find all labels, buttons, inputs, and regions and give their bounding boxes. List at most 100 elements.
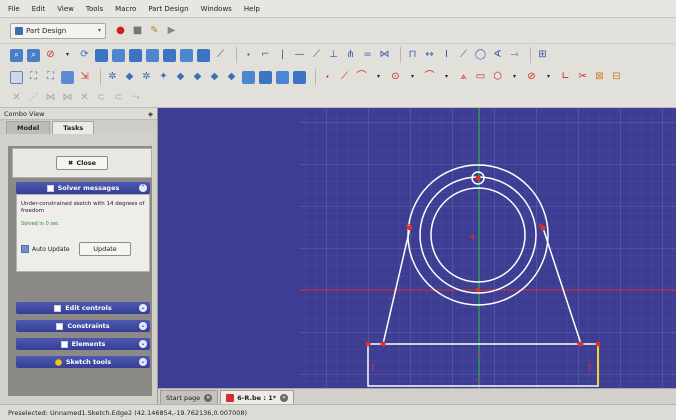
lock-icon[interactable]: ⊓ [408, 49, 417, 60]
equal-icon[interactable]: = [363, 49, 372, 60]
elements-header[interactable]: Elements ⌄ [16, 338, 150, 350]
macro-stop-icon[interactable]: ■ [132, 24, 143, 36]
polar-pattern-icon[interactable]: ◆ [210, 71, 219, 82]
constraint-point[interactable] [595, 341, 601, 347]
sketch-canvas[interactable] [158, 108, 676, 388]
distance-icon[interactable]: ⟋ [460, 49, 467, 60]
point-icon[interactable]: • [246, 50, 251, 59]
view-front-icon[interactable] [112, 48, 125, 62]
chevron-down-icon[interactable]: ▾ [376, 73, 380, 80]
macro-run-icon[interactable]: ▶ [167, 24, 176, 36]
body-icon[interactable] [259, 70, 272, 84]
edit-controls-header[interactable]: Edit controls ⌄ [16, 302, 150, 314]
chevron-down-icon[interactable]: ▾ [65, 51, 69, 58]
expand-icon[interactable]: ⌄ [139, 304, 147, 312]
boolean-icon[interactable] [242, 70, 255, 84]
chevron-down-icon[interactable]: ▾ [546, 73, 550, 80]
expand-icon[interactable]: ⌄ [139, 322, 147, 330]
view-left-icon[interactable] [197, 48, 210, 62]
horizontal-distance-icon[interactable]: ↔ [425, 49, 434, 60]
linear-pattern-icon[interactable]: ◆ [193, 71, 202, 82]
tab-tasks[interactable]: Tasks [52, 121, 95, 134]
carbon-copy-icon[interactable]: ⊟ [612, 71, 621, 82]
polygon-icon[interactable]: ⬡ [493, 71, 502, 82]
chevron-down-icon[interactable]: ▾ [512, 73, 516, 80]
workbench-selector[interactable]: Part Design ▾ [10, 22, 106, 39]
constrain-horizontal-icon[interactable]: ⋈ [62, 91, 73, 103]
polyline-icon[interactable]: ⟑ [460, 71, 467, 82]
vertical-line-icon[interactable]: | [280, 49, 285, 60]
menu-macro[interactable]: Macro [115, 4, 137, 13]
slot-icon[interactable]: ⊘ [527, 71, 536, 82]
line-icon[interactable]: ⟋ [341, 71, 348, 82]
revolve-icon[interactable] [61, 70, 74, 84]
tangent-icon[interactable]: ⋔ [346, 49, 355, 60]
polyline-icon[interactable]: ⌐ [261, 49, 270, 60]
close-tab-icon[interactable]: ✕ [204, 393, 213, 402]
pad-icon[interactable]: ⛶ [30, 71, 37, 82]
menu-view[interactable]: View [57, 4, 74, 13]
solver-messages-header[interactable]: Solver messages ⌃ [16, 182, 150, 194]
menu-part-design[interactable]: Part Design [148, 4, 189, 13]
trim-icon[interactable]: ✂ [578, 71, 587, 82]
chevron-down-icon[interactable]: ▾ [410, 73, 414, 80]
datum-plane-icon[interactable] [276, 70, 289, 84]
circle-icon[interactable]: ⊙ [391, 71, 400, 82]
point-icon[interactable]: • [325, 72, 330, 81]
mirror-icon[interactable]: ◆ [176, 71, 185, 82]
snell-icon[interactable]: ⤙ [510, 49, 519, 60]
draft-icon[interactable]: ✲ [142, 71, 151, 82]
horizontal-line-icon[interactable]: — [294, 49, 305, 60]
datum-line-icon[interactable] [293, 70, 306, 84]
constrain-vertical-icon[interactable]: ⋈ [45, 91, 56, 103]
constrain-tangent-icon[interactable]: ⊂ [114, 91, 123, 103]
symmetric-icon[interactable]: ⋈ [379, 49, 390, 60]
draw-style-icon[interactable]: ⊘ [46, 49, 55, 60]
view-rear-icon[interactable] [163, 48, 176, 62]
tab-document[interactable]: 6-R.be : 1* ✕ [220, 390, 295, 404]
constrain-coincident-icon[interactable]: ✕ [12, 91, 21, 103]
constraint-point[interactable] [476, 288, 480, 292]
fillet-icon[interactable]: ✲ [108, 71, 117, 82]
sketch-icon[interactable] [10, 70, 23, 84]
zoom-fit-icon[interactable]: ⌕ [10, 48, 23, 62]
macro-edit-icon[interactable]: ✎ [150, 24, 159, 36]
auto-update-checkbox[interactable]: Auto Update [21, 245, 70, 253]
multi-transform-icon[interactable]: ◆ [227, 71, 236, 82]
close-tab-icon[interactable]: ✕ [280, 393, 289, 402]
float-icon[interactable]: ◈ [148, 110, 153, 118]
perpendicular-icon[interactable]: ⊥ [329, 49, 338, 60]
macro-record-icon[interactable]: ● [116, 24, 125, 36]
view-bottom-icon[interactable] [180, 48, 193, 62]
constraint-point[interactable] [578, 341, 584, 347]
menu-windows[interactable]: Windows [200, 4, 232, 13]
view-right-icon[interactable] [146, 48, 159, 62]
constrain-perpendicular-icon[interactable]: ⊂ [97, 91, 106, 103]
constraint-point[interactable] [475, 175, 481, 181]
constrain-point-on-object-icon[interactable]: ⋰ [28, 91, 39, 103]
menu-edit[interactable]: Edit [31, 4, 46, 13]
arc-icon[interactable]: ⌒ [356, 71, 367, 82]
constraints-header[interactable]: Constraints ⌄ [16, 320, 150, 332]
fillet-icon[interactable]: ∟ [561, 71, 570, 82]
constraint-point[interactable] [365, 341, 371, 347]
expand-icon[interactable]: ⌄ [139, 358, 147, 366]
collapse-icon[interactable]: ⌃ [139, 184, 147, 192]
view-iso-icon[interactable] [95, 48, 108, 62]
constrain-point-icon[interactable]: ⟋ [313, 49, 320, 60]
update-button[interactable]: Update [79, 242, 131, 256]
chevron-down-icon[interactable]: ▾ [444, 73, 448, 80]
left-tangent-line[interactable] [382, 227, 411, 345]
constrain-parallel-icon[interactable]: ✕ [80, 91, 89, 103]
close-button[interactable]: ✖ Close [56, 156, 108, 170]
radius-icon[interactable]: ◯ [474, 49, 487, 60]
tab-model[interactable]: Model [6, 121, 51, 134]
view-top-icon[interactable] [129, 48, 142, 62]
menu-help[interactable]: Help [243, 4, 260, 13]
constraint-point[interactable] [380, 341, 386, 347]
inner-circle[interactable] [430, 187, 526, 283]
conic-icon[interactable]: ⌒ [424, 71, 435, 82]
sketch-tools-header[interactable]: Sketch tools ⌄ [16, 356, 150, 368]
measure-icon[interactable]: ⟋ [217, 49, 224, 60]
zoom-selection-icon[interactable]: ⌕ [27, 48, 40, 62]
